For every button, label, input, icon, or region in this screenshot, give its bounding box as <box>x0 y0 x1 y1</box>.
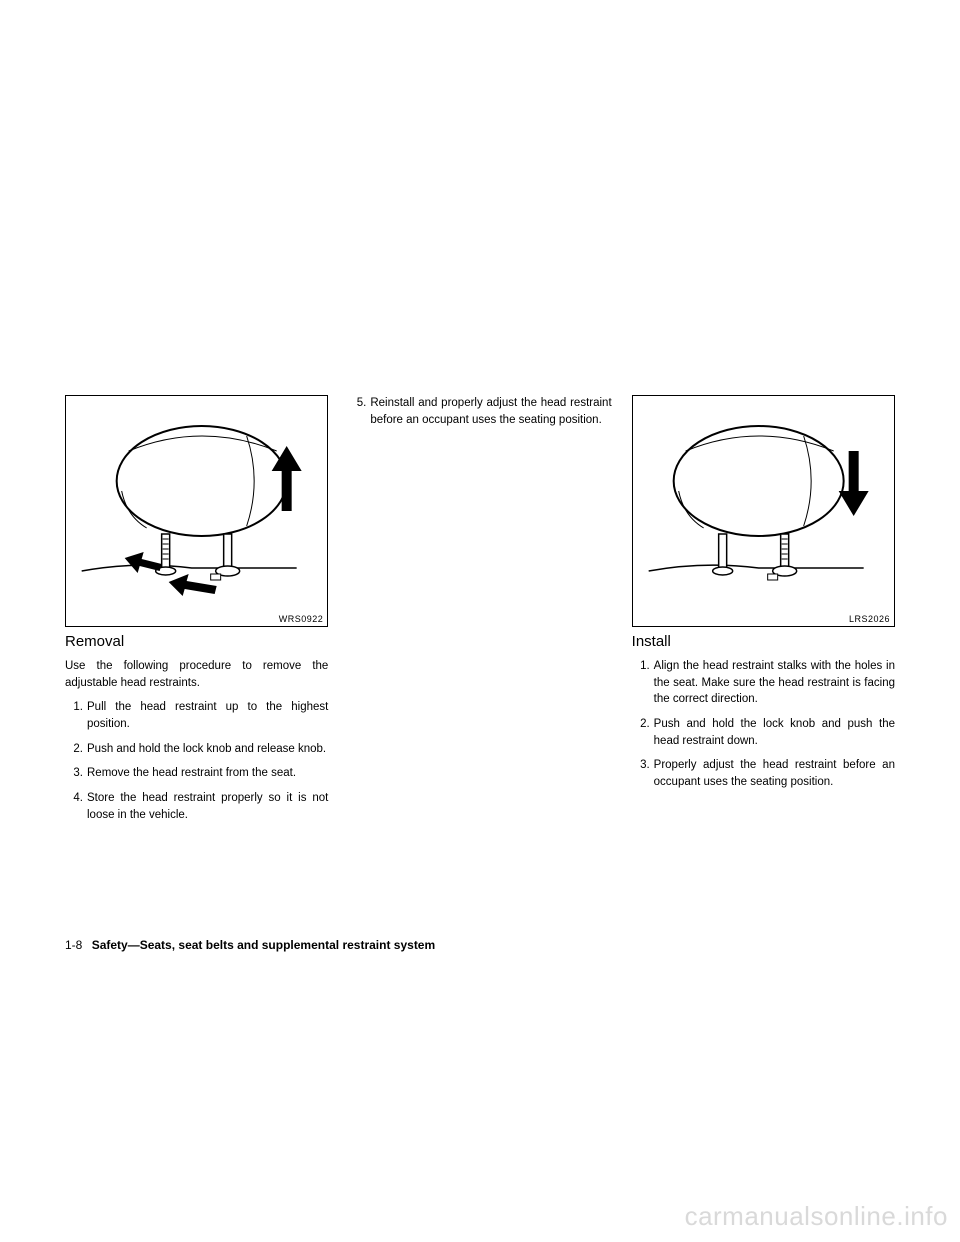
step-number: 3. <box>65 765 83 782</box>
step-text: Remove the head restraint from the seat. <box>87 767 296 779</box>
step-text: Pull the head restraint up to the highes… <box>87 701 328 730</box>
step-text: Reinstall and properly adjust the head r… <box>370 397 611 426</box>
removal-heading: Removal <box>65 633 328 650</box>
install-figure: LRS2026 <box>632 395 895 627</box>
section-title: Safety—Seats, seat belts and supplementa… <box>92 938 435 952</box>
removal-figure: WRS0922 <box>65 395 328 627</box>
column-2: 5.Reinstall and properly adjust the head… <box>348 395 611 831</box>
step-number: 4. <box>65 790 83 807</box>
removal-steps: 1.Pull the head restraint up to the high… <box>65 699 328 823</box>
step-text: Properly adjust the head restraint befor… <box>654 759 895 788</box>
column-3: LRS2026 Install 1.Align the head restrai… <box>632 395 895 831</box>
step-number: 3. <box>632 757 650 774</box>
page-content: WRS0922 Removal Use the following proced… <box>65 395 895 831</box>
step-text: Push and hold the lock knob and push the… <box>654 718 895 747</box>
step-item: 3. Remove the head restraint from the sea… <box>65 765 328 782</box>
step-item: 4.Store the head restraint properly so i… <box>65 790 328 823</box>
page-number: 1-8 <box>65 938 82 952</box>
install-steps: 1.Align the head restraint stalks with t… <box>632 658 895 791</box>
step-item: 3.Properly adjust the head restraint bef… <box>632 757 895 790</box>
step-item: 5.Reinstall and properly adjust the head… <box>348 395 611 428</box>
step-number: 1. <box>65 699 83 716</box>
step-number: 1. <box>632 658 650 675</box>
step-item: 1.Pull the head restraint up to the high… <box>65 699 328 732</box>
watermark: carmanualsonline.info <box>685 1201 948 1232</box>
removal-intro: Use the following procedure to remove th… <box>65 658 328 691</box>
step-number: 2. <box>632 716 650 733</box>
step-item: 2. Push and hold the lock knob and releas… <box>65 741 328 758</box>
step-item: 2.Push and hold the lock knob and push t… <box>632 716 895 749</box>
page-footer: 1-8 Safety—Seats, seat belts and supplem… <box>65 938 435 952</box>
step-item: 1.Align the head restraint stalks with t… <box>632 658 895 708</box>
step-number: 5. <box>348 395 366 412</box>
column-layout: WRS0922 Removal Use the following proced… <box>65 395 895 831</box>
figure-label: WRS0922 <box>279 614 324 624</box>
step-text: Push and hold the lock knob and release … <box>87 743 326 755</box>
headrest-removal-illustration <box>66 396 327 626</box>
step-text: Align the head restraint stalks with the… <box>654 660 895 705</box>
column-1: WRS0922 Removal Use the following proced… <box>65 395 328 831</box>
step-number: 2. <box>65 741 83 758</box>
removal-steps-cont: 5.Reinstall and properly adjust the head… <box>348 395 611 428</box>
headrest-install-illustration <box>633 396 894 626</box>
install-heading: Install <box>632 633 895 650</box>
figure-label: LRS2026 <box>849 614 890 624</box>
step-text: Store the head restraint properly so it … <box>87 792 328 821</box>
